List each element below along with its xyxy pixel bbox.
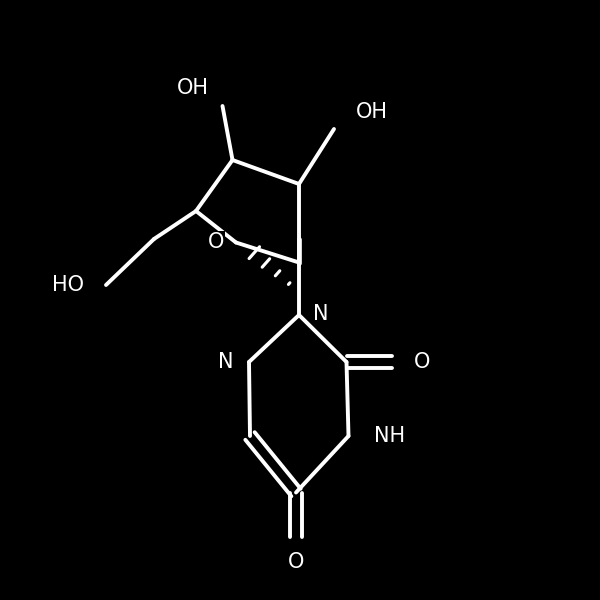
Text: O: O: [208, 232, 224, 253]
Text: OH: OH: [177, 77, 209, 97]
Text: O: O: [288, 553, 304, 572]
Text: HO: HO: [52, 275, 84, 295]
Text: O: O: [414, 352, 430, 372]
Text: N: N: [218, 352, 234, 372]
Text: OH: OH: [356, 103, 388, 122]
Text: N: N: [313, 304, 329, 323]
Text: NH: NH: [374, 426, 405, 446]
